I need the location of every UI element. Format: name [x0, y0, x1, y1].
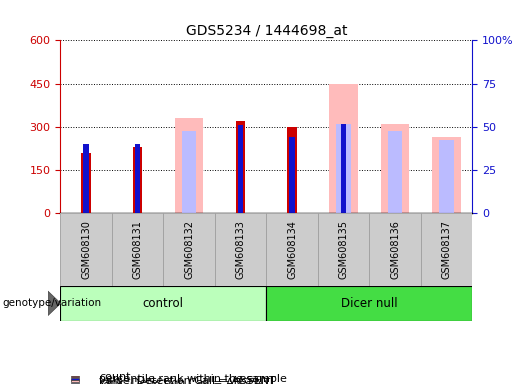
Text: GSM608137: GSM608137: [441, 220, 452, 279]
Bar: [71, 381, 79, 382]
Text: value, Detection Call = ABSENT: value, Detection Call = ABSENT: [99, 376, 276, 384]
Bar: [330, 84, 357, 213]
Bar: [133, 147, 142, 213]
Bar: [266, 286, 472, 321]
Bar: [421, 213, 472, 286]
Polygon shape: [48, 291, 61, 316]
Bar: [182, 131, 196, 213]
Bar: [266, 213, 318, 286]
Bar: [71, 378, 79, 380]
Text: count: count: [99, 372, 130, 382]
Bar: [381, 124, 409, 213]
Text: GSM608132: GSM608132: [184, 220, 194, 279]
Bar: [238, 125, 243, 213]
Text: GSM608133: GSM608133: [235, 220, 246, 279]
Bar: [388, 131, 402, 213]
Text: GSM608135: GSM608135: [338, 220, 349, 279]
Bar: [83, 144, 89, 213]
Bar: [163, 213, 215, 286]
Bar: [287, 127, 297, 213]
Bar: [336, 124, 351, 213]
Text: GSM608134: GSM608134: [287, 220, 297, 279]
Text: rank, Detection Call = ABSENT: rank, Detection Call = ABSENT: [99, 378, 270, 384]
Bar: [71, 383, 79, 384]
Bar: [289, 137, 295, 213]
Bar: [369, 213, 421, 286]
Text: genotype/variation: genotype/variation: [3, 298, 101, 308]
Text: percentile rank within the sample: percentile rank within the sample: [99, 374, 287, 384]
Bar: [318, 213, 369, 286]
Bar: [60, 213, 112, 286]
Bar: [341, 124, 346, 213]
Bar: [60, 286, 266, 321]
Text: control: control: [143, 297, 184, 310]
Bar: [81, 152, 91, 213]
Bar: [135, 144, 140, 213]
Bar: [439, 140, 454, 213]
Text: GSM608131: GSM608131: [132, 220, 143, 279]
Bar: [432, 137, 460, 213]
Bar: [215, 213, 266, 286]
Text: Dicer null: Dicer null: [341, 297, 398, 310]
Bar: [175, 118, 203, 213]
Bar: [236, 121, 245, 213]
Title: GDS5234 / 1444698_at: GDS5234 / 1444698_at: [185, 24, 347, 38]
Bar: [112, 213, 163, 286]
Text: GSM608136: GSM608136: [390, 220, 400, 279]
Bar: [71, 376, 79, 377]
Text: GSM608130: GSM608130: [81, 220, 91, 279]
